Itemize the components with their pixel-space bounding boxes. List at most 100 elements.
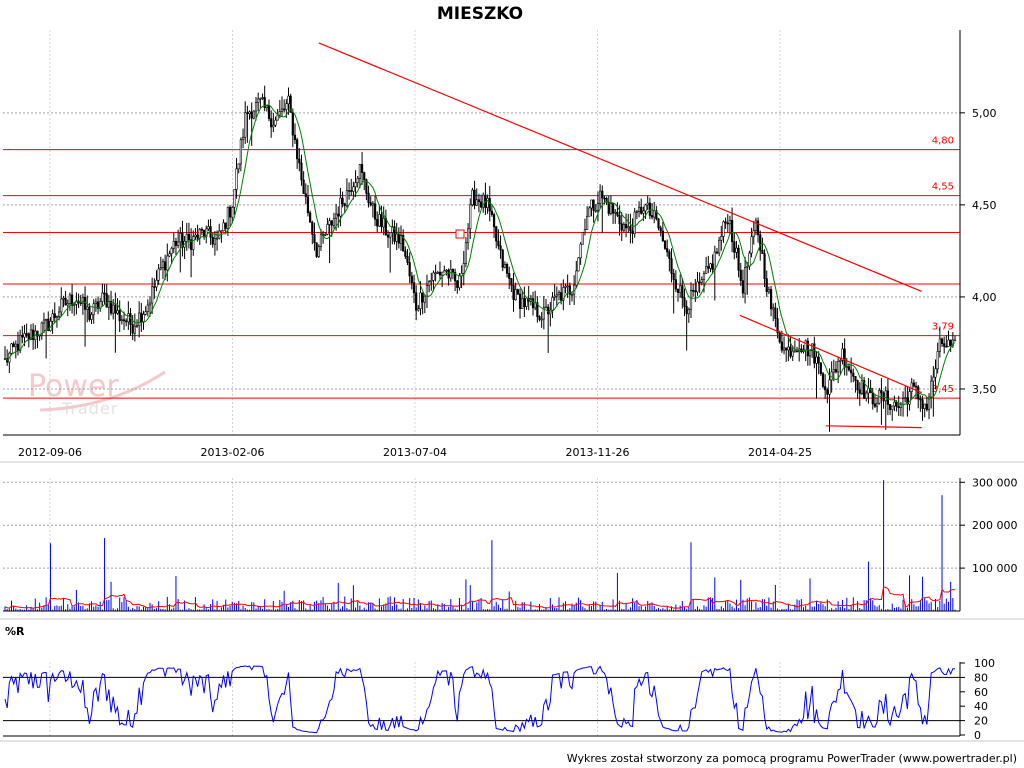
candle-body xyxy=(443,270,446,273)
candle-body xyxy=(921,399,924,409)
candle-body xyxy=(936,350,939,370)
candle-body xyxy=(164,261,167,271)
candle-body xyxy=(261,97,264,99)
candle-body xyxy=(581,232,584,245)
candle-body xyxy=(763,253,766,279)
candle-body xyxy=(306,196,310,214)
candle-body xyxy=(826,389,829,395)
candle-body xyxy=(233,189,236,208)
candle-body xyxy=(267,105,271,119)
candle-body xyxy=(285,103,288,110)
candle-body xyxy=(813,343,816,364)
candle-body xyxy=(324,234,327,236)
x-tick-label: 2013-11-26 xyxy=(566,446,630,459)
moving-average-line xyxy=(4,104,956,406)
candle-body xyxy=(125,320,128,323)
candle-body xyxy=(207,226,210,230)
candle-body xyxy=(917,386,920,400)
candle-body xyxy=(828,379,831,395)
candle-body xyxy=(19,334,22,351)
candle-body xyxy=(328,220,331,225)
trendline xyxy=(739,314,922,394)
candle-body xyxy=(122,319,126,322)
candle-body xyxy=(752,230,755,238)
candle-body xyxy=(746,266,749,268)
candle-body xyxy=(516,289,519,295)
candle-body xyxy=(687,308,690,315)
candle-body xyxy=(451,269,455,273)
candle-body xyxy=(759,234,762,251)
candle-body xyxy=(101,292,104,302)
candle-body xyxy=(27,333,30,340)
candle-body xyxy=(670,258,673,274)
candle-body xyxy=(707,266,710,269)
candle-body xyxy=(415,292,418,311)
candle-body xyxy=(910,382,913,392)
candle-body xyxy=(940,338,944,344)
candle-body xyxy=(904,397,907,400)
candle-body xyxy=(202,229,206,238)
candle-body xyxy=(159,267,162,270)
candle-body xyxy=(432,272,435,281)
candle-body xyxy=(711,263,714,270)
candle-body xyxy=(53,313,56,318)
candle-body xyxy=(60,298,63,313)
candle-body xyxy=(661,230,664,242)
candle-body xyxy=(728,220,732,225)
candle-body xyxy=(73,303,76,306)
candle-body xyxy=(315,242,318,257)
candle-body xyxy=(105,293,108,308)
candle-body xyxy=(473,189,476,206)
level-label: 4,55 xyxy=(932,182,954,193)
candle-body xyxy=(655,210,658,220)
candle-body xyxy=(490,210,494,215)
candle-body xyxy=(347,190,351,192)
candle-body xyxy=(739,269,742,281)
candle-body xyxy=(551,297,554,311)
candle-body xyxy=(499,245,502,251)
candle-body xyxy=(497,240,500,247)
candle-body xyxy=(722,221,725,237)
candle-body xyxy=(919,398,922,401)
candle-body xyxy=(821,373,825,387)
x-tick-label: 2014-04-25 xyxy=(748,446,812,459)
candle-body xyxy=(832,369,835,373)
candle-body xyxy=(220,230,223,233)
candle-body xyxy=(793,349,796,352)
candle-body xyxy=(724,221,727,224)
candle-body xyxy=(856,380,859,391)
candle-body xyxy=(438,271,442,276)
candle-body xyxy=(624,224,628,229)
candle-body xyxy=(720,236,723,241)
candle-body xyxy=(863,380,866,399)
candle-body xyxy=(547,306,550,315)
candle-body xyxy=(953,339,957,342)
candle-body xyxy=(226,206,229,229)
candle-body xyxy=(68,294,72,304)
candle-body xyxy=(785,347,788,351)
candle-body xyxy=(289,95,292,113)
level-label: 4,80 xyxy=(932,136,954,147)
candle-body xyxy=(934,368,937,378)
candle-body xyxy=(834,369,838,373)
candle-body xyxy=(947,339,950,347)
candle-body xyxy=(642,210,645,214)
candle-body xyxy=(350,190,353,192)
candle-body xyxy=(845,366,848,368)
candle-body xyxy=(10,343,13,354)
candle-body xyxy=(847,366,851,371)
candle-body xyxy=(181,233,184,248)
candle-body xyxy=(523,298,526,307)
candle-body xyxy=(153,286,156,288)
candle-body xyxy=(270,118,273,128)
y-tick-label: 200 000 xyxy=(972,519,1018,532)
candle-body xyxy=(138,312,141,326)
candle-body xyxy=(116,310,119,314)
candle-body xyxy=(356,178,359,183)
candle-body xyxy=(90,314,93,320)
candle-body xyxy=(168,253,171,257)
candle-body xyxy=(64,297,67,306)
y-tick-label: 20 xyxy=(974,715,988,728)
candle-body xyxy=(140,312,143,323)
